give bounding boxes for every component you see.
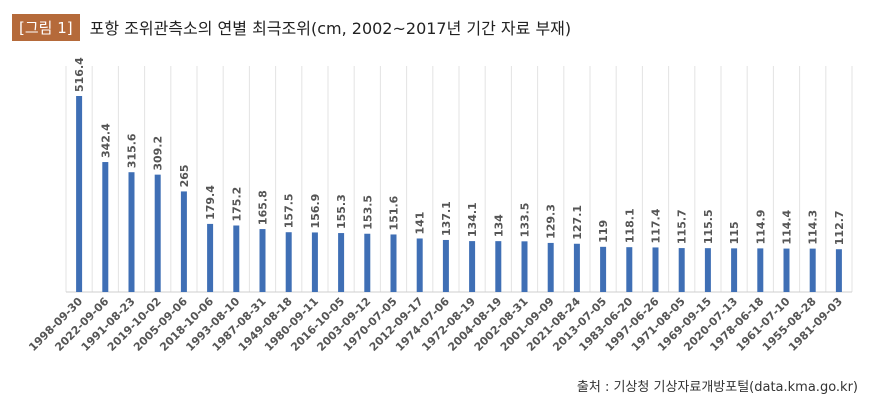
bar — [573, 243, 580, 292]
value-label: 157.5 — [283, 193, 296, 228]
value-label: 265 — [178, 164, 191, 187]
bar — [416, 238, 423, 292]
bar — [76, 96, 83, 292]
source-credit: 출처 : 기상청 기상자료개방포털(data.kma.go.kr) — [576, 380, 858, 395]
bar — [442, 239, 449, 292]
bar — [180, 191, 187, 292]
value-label: 115.7 — [676, 209, 689, 244]
value-label: 134.1 — [466, 202, 479, 237]
value-label: 151.6 — [388, 195, 401, 230]
bar — [652, 247, 659, 292]
value-label: 165.8 — [257, 190, 270, 225]
value-label: 115 — [728, 221, 741, 244]
bar — [338, 233, 345, 292]
bar — [731, 248, 738, 292]
bar — [102, 162, 109, 292]
bar — [233, 225, 240, 292]
bar — [259, 229, 266, 292]
value-label: 309.2 — [152, 136, 165, 171]
bar — [704, 248, 711, 292]
bar — [285, 232, 292, 292]
bar — [207, 223, 214, 292]
value-label: 117.4 — [650, 208, 663, 243]
value-label: 127.1 — [571, 205, 584, 240]
chart-title: 포항 조위관측소의 연별 최극조위(cm, 2002~2017년 기간 자료 부… — [89, 19, 572, 38]
bar — [154, 174, 161, 292]
bar — [835, 249, 842, 292]
bar — [626, 247, 633, 292]
chart-header: [그림 1] 포항 조위관측소의 연별 최극조위(cm, 2002~2017년 … — [12, 12, 571, 42]
figure-badge: [그림 1] — [12, 13, 80, 41]
value-label: 119 — [597, 220, 610, 243]
value-label: 155.3 — [335, 194, 348, 229]
value-label: 133.5 — [519, 203, 532, 238]
bar — [390, 234, 397, 292]
bar — [364, 233, 371, 292]
value-label: 114.4 — [781, 209, 794, 244]
value-label: 342.4 — [99, 123, 112, 158]
bar — [311, 232, 318, 292]
value-label: 179.4 — [204, 185, 217, 220]
value-label: 156.9 — [309, 194, 322, 229]
value-label: 516.4 — [73, 57, 86, 92]
bar — [128, 172, 135, 292]
value-label: 153.5 — [361, 195, 374, 230]
bar — [600, 246, 607, 292]
value-label: 114.3 — [807, 210, 820, 245]
value-label: 129.3 — [545, 204, 558, 239]
bar — [495, 241, 502, 292]
value-label: 315.6 — [126, 133, 139, 168]
value-label: 134 — [492, 214, 505, 237]
value-label: 175.2 — [230, 187, 243, 222]
bar — [783, 248, 790, 292]
value-label: 118.1 — [623, 208, 636, 243]
bar — [809, 248, 816, 292]
bar — [547, 242, 554, 292]
value-label: 112.7 — [833, 210, 846, 245]
bar — [757, 248, 764, 292]
value-label: 137.1 — [440, 201, 453, 236]
bar — [678, 248, 685, 292]
value-label: 114.9 — [754, 210, 767, 245]
bar — [521, 241, 528, 292]
value-label: 115.5 — [702, 209, 715, 244]
bar — [469, 241, 476, 292]
value-label: 141 — [414, 212, 427, 235]
